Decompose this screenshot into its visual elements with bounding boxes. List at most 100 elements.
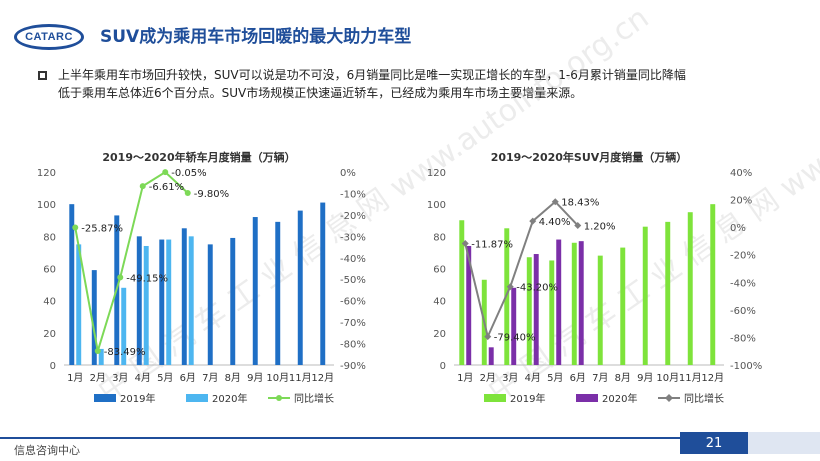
- bullet-square-icon: [38, 71, 47, 80]
- y-tick-label: 40: [43, 297, 56, 308]
- x-tick-label: 12月: [701, 372, 724, 384]
- x-tick-label: 1月: [457, 372, 473, 384]
- legend-swatch: [94, 394, 116, 402]
- y-tick-label: 80: [433, 232, 446, 243]
- x-tick-label: 12月: [311, 372, 334, 384]
- bar-2019: [136, 236, 142, 365]
- bar-2020: [511, 287, 517, 365]
- y-tick-label: 20: [433, 329, 446, 340]
- bar-2019: [710, 204, 716, 365]
- y2-tick-label: 0%: [340, 168, 356, 179]
- legend-swatch: [186, 394, 208, 402]
- growth-point: [162, 169, 169, 176]
- suv-sales-chart: 2019～2020年SUV月度销量（万辆） 0 20 40 60 80 100 120 40% 2…: [427, 150, 762, 405]
- legend-marker: [276, 395, 282, 401]
- bar-2020: [121, 287, 127, 365]
- x-tick-label: 4月: [135, 372, 151, 384]
- x-tick-label: 6月: [570, 372, 586, 384]
- x-tick-label: 8月: [615, 372, 631, 384]
- x-tick-label: 1月: [67, 372, 83, 384]
- y-tick-label: 60: [433, 265, 446, 276]
- y-tick-label: 60: [43, 265, 56, 276]
- growth-point: [574, 221, 582, 229]
- bar-2019: [230, 237, 236, 365]
- y2-tick-label: -100%: [730, 361, 762, 372]
- legend-swatch: [484, 394, 506, 402]
- y2-tick-label: 0%: [730, 223, 746, 234]
- bar-2019: [297, 210, 303, 365]
- bar-2019: [571, 242, 577, 365]
- bar-2020: [488, 347, 494, 365]
- bar-2019: [526, 257, 532, 365]
- page-number: 21: [680, 432, 748, 454]
- x-tick-label: 9月: [637, 372, 653, 384]
- legend-label: 2020年: [602, 392, 637, 405]
- summary-paragraph: 上半年乘用车市场回升较快，SUV可以说是功不可没，6月销量同比是唯一实现正增长的…: [58, 66, 778, 102]
- y2-tick-label: -10%: [340, 189, 366, 200]
- bar-2019: [642, 226, 648, 365]
- bar-2019: [549, 260, 555, 365]
- bar-2020: [98, 348, 104, 365]
- footer-decoration: [748, 432, 820, 454]
- legend-label: 2019年: [510, 392, 545, 405]
- growth-point: [506, 283, 514, 291]
- chart-title: 2019～2020年轿车月度销量（万辆）: [102, 150, 295, 164]
- page-title: SUV成为乘用车市场回暖的最大助力车型: [100, 27, 412, 47]
- growth-data-label: -79.40%: [494, 333, 536, 344]
- bar-2019: [207, 244, 213, 365]
- growth-point: [139, 183, 146, 190]
- logo-text: CATARC: [25, 31, 73, 43]
- x-tick-label: 3月: [112, 372, 128, 384]
- x-tick-label: 10月: [656, 372, 679, 384]
- x-tick-label: 4月: [525, 372, 541, 384]
- growth-point: [72, 224, 79, 231]
- catarc-logo: CATARC: [14, 24, 84, 50]
- x-tick-label: 11月: [679, 372, 702, 384]
- x-tick-label: 5月: [157, 372, 173, 384]
- y-tick-label: 100: [427, 200, 446, 211]
- x-tick-label: 11月: [289, 372, 312, 384]
- y-tick-label: 20: [43, 329, 56, 340]
- x-tick-label: 5月: [547, 372, 563, 384]
- y2-tick-label: -80%: [730, 333, 756, 344]
- growth-data-label: 18.43%: [561, 198, 599, 209]
- bar-2020: [166, 239, 172, 365]
- bar-2019: [275, 221, 281, 365]
- y2-tick-label: -20%: [730, 251, 756, 262]
- y2-tick-label: -60%: [730, 306, 756, 317]
- y2-tick-label: -50%: [340, 275, 366, 286]
- legend-swatch: [576, 394, 598, 402]
- bar-2019: [597, 255, 603, 365]
- x-tick-label: 3月: [502, 372, 518, 384]
- bar-2020: [76, 244, 82, 365]
- y-tick-label: 80: [43, 232, 56, 243]
- growth-line: [74, 170, 189, 352]
- growth-data-label: 4.40%: [539, 217, 571, 228]
- x-tick-label: 7月: [202, 372, 218, 384]
- x-tick-label: 10月: [266, 372, 289, 384]
- growth-data-label: -49.15%: [126, 273, 168, 284]
- growth-point: [117, 274, 124, 281]
- chart-title: 2019～2020年SUV月度销量（万辆）: [491, 150, 688, 164]
- y-tick-label: 0: [50, 361, 56, 372]
- x-tick-label: 2月: [90, 372, 106, 384]
- bar-2020: [143, 245, 149, 365]
- y2-tick-label: -60%: [340, 297, 366, 308]
- bar-2019: [320, 202, 326, 365]
- bar-2019: [687, 212, 693, 365]
- legend-label: 同比增长: [294, 392, 334, 405]
- legend-label: 2019年: [120, 392, 155, 405]
- y2-tick-label: -70%: [340, 318, 366, 329]
- bar-2020: [556, 239, 562, 365]
- sedan-sales-chart: 2019～2020年轿车月度销量（万辆） 0 20 40 60 80 100 120 0% -10…: [37, 150, 366, 405]
- growth-data-label: -9.80%: [194, 189, 229, 200]
- bar-2020: [188, 236, 194, 365]
- growth-point: [529, 217, 537, 225]
- y2-tick-label: 40%: [730, 168, 752, 179]
- y-tick-label: 0: [440, 361, 446, 372]
- y2-tick-label: -80%: [340, 340, 366, 351]
- growth-data-label: 1.20%: [584, 221, 616, 232]
- y-tick-label: 120: [427, 168, 446, 179]
- footer-org: 信息咨询中心: [14, 444, 80, 457]
- growth-data-label: -11.87%: [471, 240, 513, 251]
